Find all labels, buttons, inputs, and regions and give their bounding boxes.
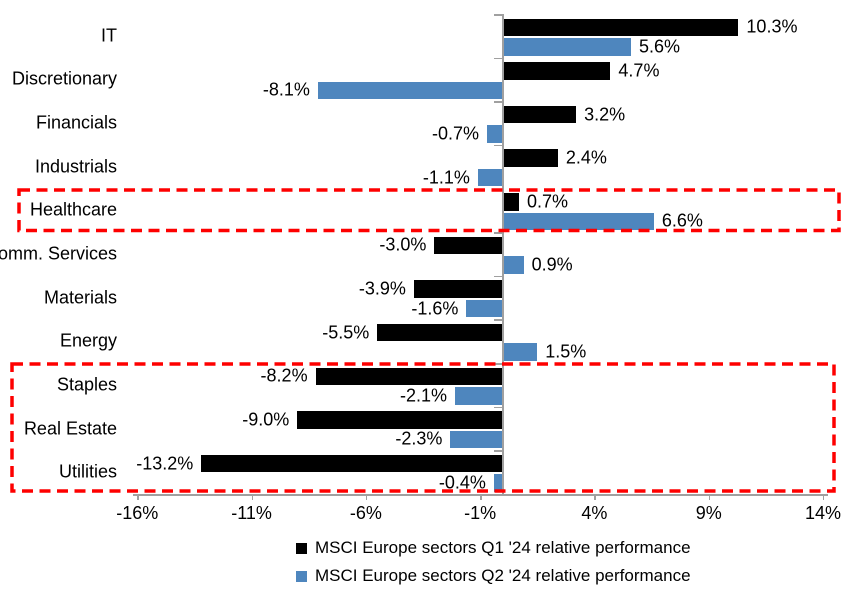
highlight-box-healthcare	[17, 188, 841, 233]
bar-q2-industrials	[477, 168, 503, 187]
x-tick-label: 14%	[804, 503, 841, 523]
bar-value-label: -0.4%	[438, 472, 486, 493]
x-tick-label: -1%	[464, 503, 497, 523]
bar-q2-financials	[487, 125, 503, 143]
bar-q2-staples	[455, 387, 503, 405]
bar-value-label: -3.9%	[358, 278, 406, 299]
x-tick-label: 4%	[581, 503, 608, 523]
bar-q1-comm-services	[434, 236, 503, 255]
bar-q1-discretionary	[503, 62, 611, 80]
category-label-healthcare: Healthcare	[29, 199, 117, 220]
bar-q1-real-estate	[297, 411, 503, 429]
bar-value-label: -8.1%	[262, 79, 310, 100]
category-label-financials: Financials	[35, 112, 117, 133]
category-boundary-tick	[494, 101, 502, 103]
bar-q2-healthcare	[503, 212, 654, 231]
category-label-materials: Materials	[43, 287, 117, 308]
bar-value-label: 10.3%	[746, 16, 798, 37]
category-label-it: IT	[101, 25, 117, 46]
legend-label-q1: MSCI Europe sectors Q1 '24 relative perf…	[315, 538, 691, 557]
bar-value-label: 6.6%	[661, 210, 703, 231]
bar-value-label: 5.6%	[638, 36, 681, 57]
category-label-discretionary: Discretionary	[11, 68, 117, 89]
x-tick-label: -16%	[116, 503, 159, 523]
x-axis-tick	[251, 494, 254, 500]
bar-value-label: 4.7%	[618, 60, 660, 81]
bar-q2-real-estate	[450, 430, 503, 449]
category-boundary-tick	[494, 14, 502, 16]
category-label-utilities: Utilities	[58, 461, 117, 482]
category-boundary-tick	[494, 450, 502, 452]
category-boundary-tick	[494, 188, 502, 191]
legend-label-q2: MSCI Europe sectors Q2 '24 relative perf…	[315, 566, 691, 585]
bar-value-label: -2.1%	[399, 385, 448, 406]
category-boundary-tick	[494, 494, 502, 496]
bar-value-label: -13.2%	[136, 453, 194, 474]
x-axis-tick	[594, 494, 596, 500]
bar-q2-materials	[466, 299, 503, 318]
category-label-energy: Energy	[59, 330, 117, 351]
bar-value-label: -3.0%	[379, 234, 427, 255]
x-axis-tick	[708, 494, 711, 500]
bar-value-label: -9.0%	[242, 409, 290, 430]
category-boundary-tick	[494, 363, 502, 365]
legend-swatch-q1	[296, 542, 307, 554]
legend-item-q2: MSCI Europe sectors Q2 '24 relative perf…	[296, 566, 691, 586]
category-label-industrials: Industrials	[34, 156, 117, 177]
bar-q2-discretionary	[317, 81, 503, 100]
bar-value-label: -5.5%	[322, 322, 370, 343]
bar-value-label: 1.5%	[545, 341, 587, 362]
bar-value-label: 0.9%	[531, 254, 573, 275]
bar-value-label: 3.2%	[584, 104, 626, 125]
bar-q1-staples	[315, 367, 503, 386]
category-label-staples: Staples	[56, 374, 117, 395]
bar-value-label: 0.7%	[526, 191, 569, 212]
category-boundary-tick	[494, 275, 502, 278]
category-boundary-tick	[494, 319, 502, 321]
bar-q2-it	[503, 38, 631, 56]
legend-swatch-q2	[296, 570, 307, 582]
bar-q1-energy	[377, 323, 503, 342]
x-tick-label: -11%	[231, 503, 272, 523]
legend-item-q1: MSCI Europe sectors Q1 '24 relative perf…	[296, 538, 691, 558]
category-boundary-tick	[494, 406, 502, 409]
bar-q1-utilities	[201, 454, 503, 473]
x-axis-tick	[137, 494, 139, 500]
bar-value-label: -0.7%	[431, 123, 480, 144]
y-axis-line	[501, 14, 504, 494]
x-axis-tick	[365, 494, 368, 500]
bar-q2-comm-services	[503, 256, 524, 274]
category-boundary-tick	[494, 232, 502, 234]
category-boundary-tick	[494, 144, 502, 147]
bar-q1-it	[503, 18, 739, 36]
x-tick-label: 9%	[695, 503, 722, 523]
bar-q2-energy	[503, 343, 538, 361]
bar-value-label: -1.6%	[411, 298, 459, 319]
x-axis-tick	[822, 494, 825, 500]
bar-value-label: -8.2%	[260, 365, 308, 386]
bar-q1-healthcare	[503, 193, 519, 211]
x-axis-tick	[480, 494, 482, 500]
category-label-real-estate: Real Estate	[23, 418, 117, 439]
category-label-comm-services: Comm. Services	[0, 243, 117, 264]
bar-value-label: 2.4%	[565, 147, 607, 168]
bar-q1-materials	[413, 280, 503, 298]
bar-value-label: -1.1%	[422, 167, 470, 188]
bar-q1-financials	[503, 105, 577, 124]
bar-value-label: -2.3%	[395, 428, 443, 449]
x-tick-label: -6%	[349, 503, 382, 523]
category-boundary-tick	[494, 57, 502, 60]
bar-q1-industrials	[503, 149, 558, 167]
